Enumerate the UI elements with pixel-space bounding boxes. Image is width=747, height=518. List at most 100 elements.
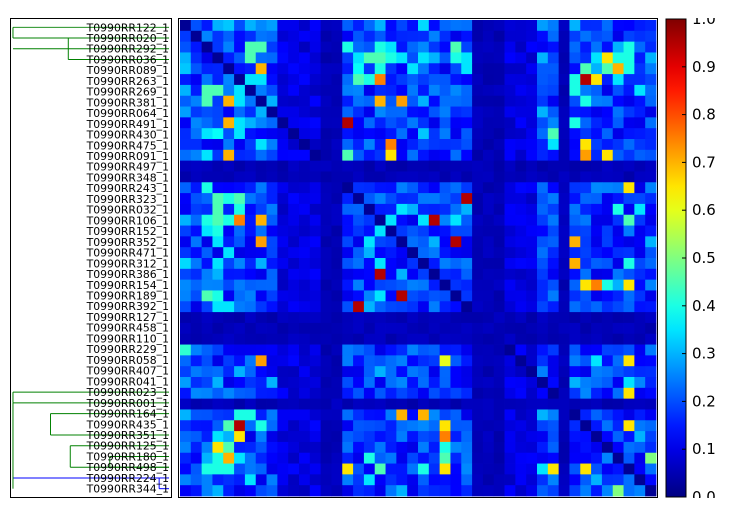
heatmap-cell xyxy=(612,19,624,32)
heatmap-cell xyxy=(439,377,451,389)
heatmap-cell xyxy=(569,160,581,172)
heatmap-cell xyxy=(298,138,311,151)
heatmap-cell xyxy=(385,41,397,53)
heatmap-cell xyxy=(255,41,267,53)
heatmap-cell xyxy=(363,420,376,432)
heatmap-cell xyxy=(439,128,451,140)
heatmap-cell xyxy=(190,441,203,454)
heatmap-cell xyxy=(374,106,386,118)
heatmap-cell xyxy=(255,193,267,205)
heatmap-cell xyxy=(179,452,192,464)
heatmap-cell xyxy=(493,160,505,172)
heatmap-cell xyxy=(645,84,657,97)
heatmap-cell xyxy=(537,30,549,43)
heatmap-cell xyxy=(277,377,289,389)
heatmap-cell xyxy=(385,333,397,345)
heatmap-cell xyxy=(526,106,538,118)
heatmap-cell xyxy=(634,171,646,183)
heatmap-cell xyxy=(320,30,332,43)
heatmap-cell xyxy=(537,333,549,345)
row-label: T0990RR348_1 xyxy=(86,171,169,184)
heatmap-cell xyxy=(266,236,278,248)
heatmap-cell xyxy=(309,301,322,313)
heatmap-cell xyxy=(504,236,516,248)
heatmap-cell xyxy=(309,149,322,162)
heatmap-cell xyxy=(450,74,462,86)
heatmap-cell xyxy=(190,431,203,443)
heatmap-cell xyxy=(450,279,462,291)
heatmap-cell xyxy=(591,63,603,75)
heatmap-cell xyxy=(374,52,386,64)
colorbar-tick-label: 0.6 xyxy=(692,201,716,219)
heatmap-cell xyxy=(223,377,235,389)
heatmap-cell xyxy=(472,225,484,237)
heatmap-cell xyxy=(298,193,311,205)
heatmap-cell xyxy=(569,128,581,140)
heatmap-cell xyxy=(428,474,441,486)
heatmap-cell xyxy=(537,41,549,53)
heatmap-cell xyxy=(255,236,267,248)
heatmap-cell xyxy=(472,366,484,378)
heatmap-cell xyxy=(623,149,635,162)
heatmap-cell xyxy=(482,106,495,118)
heatmap-cell xyxy=(418,128,430,140)
heatmap-cell xyxy=(547,52,560,64)
heatmap-cell xyxy=(612,41,624,53)
heatmap-cell xyxy=(558,344,570,356)
heatmap-cell xyxy=(418,420,430,432)
heatmap-cell xyxy=(320,182,332,194)
heatmap-cell xyxy=(580,322,592,335)
heatmap-cell xyxy=(353,106,365,118)
heatmap-cell xyxy=(179,74,192,86)
row-label: T0990RR058_1 xyxy=(86,354,169,367)
heatmap-cell xyxy=(418,52,430,64)
heatmap-cell xyxy=(450,225,462,237)
heatmap-cell xyxy=(179,52,192,64)
heatmap-cell xyxy=(179,84,192,97)
heatmap-cell xyxy=(526,19,538,32)
heatmap-cell xyxy=(439,236,451,248)
heatmap-cell xyxy=(634,149,646,162)
heatmap-cell xyxy=(288,420,300,432)
heatmap-cell xyxy=(201,203,213,216)
heatmap-cell xyxy=(439,431,451,443)
heatmap-cell xyxy=(418,149,430,162)
heatmap-cell xyxy=(179,106,192,118)
heatmap-cell xyxy=(482,333,495,345)
heatmap-cell xyxy=(234,84,246,97)
heatmap-cell xyxy=(591,301,603,313)
heatmap-cell xyxy=(342,290,354,302)
heatmap-cell xyxy=(634,138,646,151)
heatmap-cell xyxy=(482,203,495,216)
heatmap-cell xyxy=(212,355,224,367)
heatmap-cell xyxy=(363,41,376,53)
heatmap-cell xyxy=(353,344,365,356)
heatmap-cell xyxy=(298,312,311,324)
heatmap-cell xyxy=(569,290,581,302)
heatmap-cell xyxy=(179,420,192,432)
heatmap-cell xyxy=(558,268,570,281)
heatmap-cell xyxy=(385,214,397,226)
heatmap-cell xyxy=(645,52,657,64)
heatmap-cell xyxy=(601,322,614,335)
heatmap-cell xyxy=(591,398,603,410)
heatmap-cell xyxy=(407,485,419,497)
heatmap-cell xyxy=(645,268,657,281)
heatmap-cell xyxy=(612,344,624,356)
heatmap-cell xyxy=(450,268,462,281)
heatmap-cell xyxy=(612,203,624,216)
heatmap-cell xyxy=(601,344,614,356)
heatmap-cell xyxy=(482,41,495,53)
heatmap-cell xyxy=(190,474,203,486)
heatmap-cell xyxy=(601,117,614,129)
heatmap-cell xyxy=(363,52,376,64)
heatmap-cell xyxy=(428,128,441,140)
row-label: T0990RR471_1 xyxy=(86,247,169,260)
heatmap-cell xyxy=(515,19,527,32)
heatmap-cell xyxy=(645,333,657,345)
heatmap-cell xyxy=(580,463,592,475)
heatmap-cell xyxy=(439,138,451,151)
heatmap-cell xyxy=(612,377,624,389)
heatmap-cell xyxy=(428,193,441,205)
heatmap-cell xyxy=(418,19,430,32)
